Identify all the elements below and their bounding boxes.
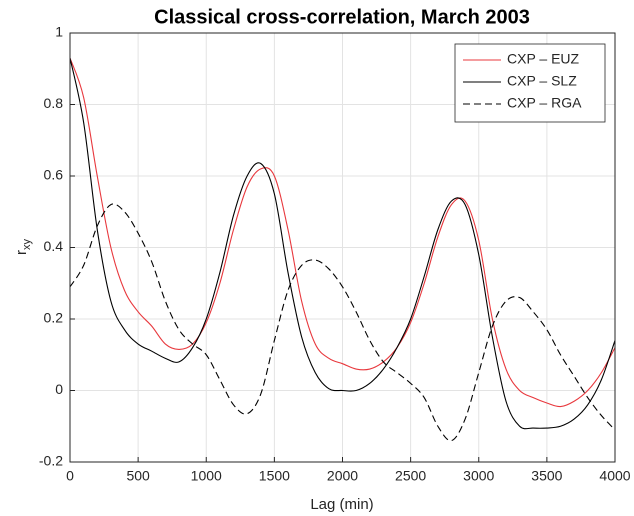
x-tick-label: 3500	[531, 468, 562, 484]
y-tick-label: 0.4	[44, 238, 64, 254]
legend: CXP – EUZ CXP – SLZ CXP – RGA	[454, 43, 606, 123]
chart-title: Classical cross-correlation, March 2003	[154, 6, 530, 28]
plot-frame	[69, 32, 616, 463]
x-tick-label: 1000	[191, 468, 222, 484]
x-tick-label: 2000	[327, 468, 358, 484]
y-tick-label: 0.8	[44, 95, 64, 111]
legend-label: CXP – EUZ	[507, 51, 580, 67]
x-tick-label: 500	[126, 468, 150, 484]
series-line	[69, 57, 616, 408]
y-tick-label: -0.2	[39, 453, 63, 469]
x-axis-label: Lag (min)	[310, 496, 373, 513]
y-tick-label: 1	[55, 24, 63, 40]
series-line	[69, 57, 616, 430]
legend-label: CXP – RGA	[507, 95, 582, 111]
y-axis-label: rxy	[13, 239, 33, 256]
y-tick-label: 0.2	[44, 310, 64, 326]
y-tick-label: 0.6	[44, 167, 64, 183]
legend-box	[454, 43, 606, 123]
legend-label: CXP – SLZ	[507, 73, 577, 89]
y-label-sub: xy	[21, 239, 33, 251]
y-tick-label: 0	[55, 381, 63, 397]
x-tick-label: 0	[66, 468, 74, 484]
x-tick-label: 2500	[395, 468, 426, 484]
y-label-main: r	[13, 250, 30, 255]
x-tick-label: 1500	[259, 468, 290, 484]
x-tick-label: 3000	[463, 468, 494, 484]
x-tick-label: 4000	[599, 468, 630, 484]
series-line	[69, 203, 616, 442]
